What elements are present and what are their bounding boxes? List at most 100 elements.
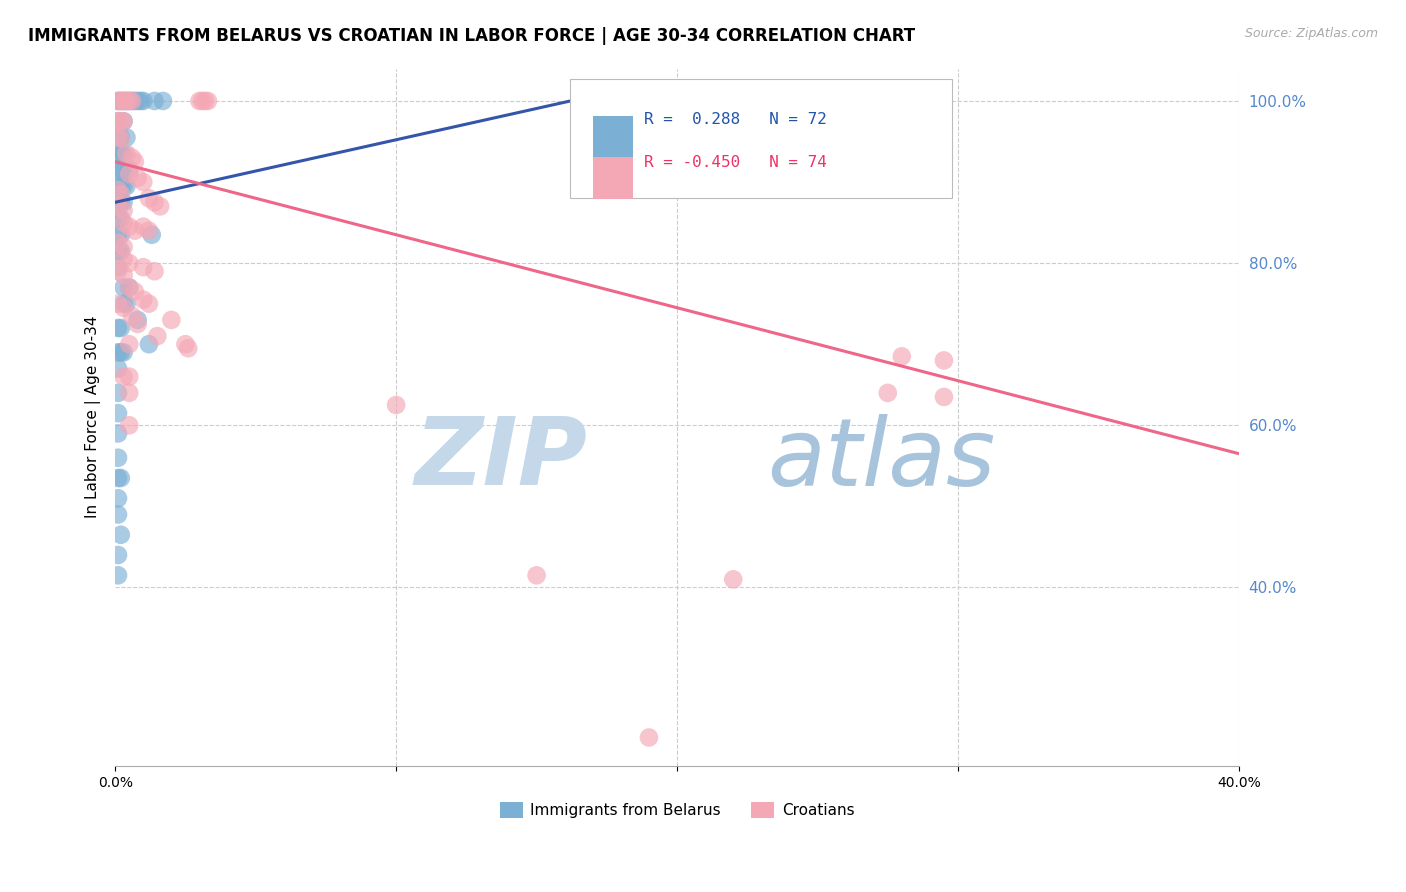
Point	[121, 151, 143, 165]
Point	[112, 114, 135, 128]
Point	[107, 227, 129, 242]
Point	[118, 385, 141, 400]
Point	[723, 573, 745, 587]
Point	[107, 130, 129, 145]
Point	[112, 179, 135, 194]
Point	[132, 175, 155, 189]
Point	[132, 219, 155, 234]
Point	[112, 280, 135, 294]
Point	[112, 240, 135, 254]
Point	[118, 418, 141, 433]
Point	[121, 94, 143, 108]
Point	[118, 94, 141, 108]
Point	[110, 227, 132, 242]
Point	[141, 227, 163, 242]
Point	[129, 94, 152, 108]
Point	[110, 94, 132, 108]
Point	[188, 94, 211, 108]
Point	[110, 130, 132, 145]
Y-axis label: In Labor Force | Age 30-34: In Labor Force | Age 30-34	[86, 316, 101, 518]
Text: ZIP: ZIP	[415, 413, 588, 505]
Point	[110, 179, 132, 194]
Point	[110, 187, 132, 202]
Point	[638, 731, 661, 745]
Point	[107, 179, 129, 194]
Point	[110, 146, 132, 161]
Point	[112, 301, 135, 315]
Point	[138, 337, 160, 351]
Point	[191, 94, 214, 108]
Point	[112, 162, 135, 177]
Point	[124, 154, 146, 169]
Point	[115, 130, 138, 145]
Point	[112, 369, 135, 384]
Point	[194, 94, 217, 108]
Point	[112, 345, 135, 359]
Point	[107, 406, 129, 420]
Point	[110, 528, 132, 542]
Point	[107, 146, 129, 161]
Point	[110, 94, 132, 108]
Point	[112, 94, 135, 108]
Point	[132, 293, 155, 307]
Text: R = -0.450   N = 74: R = -0.450 N = 74	[644, 155, 827, 169]
Point	[138, 191, 160, 205]
Point	[115, 94, 138, 108]
Point	[121, 309, 143, 323]
Point	[107, 244, 129, 258]
Legend: Immigrants from Belarus, Croatians: Immigrants from Belarus, Croatians	[494, 797, 860, 824]
FancyBboxPatch shape	[571, 79, 952, 197]
Point	[107, 321, 129, 335]
Point	[143, 264, 166, 278]
Point	[110, 321, 132, 335]
Point	[121, 94, 143, 108]
Point	[138, 296, 160, 310]
Point	[112, 114, 135, 128]
Point	[118, 219, 141, 234]
Point	[526, 568, 548, 582]
Point	[107, 361, 129, 376]
Point	[107, 183, 129, 197]
Point	[107, 235, 129, 250]
Point	[932, 353, 955, 368]
Point	[876, 385, 898, 400]
Point	[112, 268, 135, 283]
Point	[174, 337, 197, 351]
Point	[110, 114, 132, 128]
Point	[197, 94, 219, 108]
Text: R =  0.288   N = 72: R = 0.288 N = 72	[644, 112, 827, 127]
Point	[107, 568, 129, 582]
Point	[107, 130, 129, 145]
Point	[112, 296, 135, 310]
Point	[152, 94, 174, 108]
Point	[118, 167, 141, 181]
Point	[115, 179, 138, 194]
Point	[115, 296, 138, 310]
Point	[132, 260, 155, 275]
Point	[177, 341, 200, 355]
Point	[112, 216, 135, 230]
Point	[107, 195, 129, 210]
Point	[138, 224, 160, 238]
Point	[127, 171, 149, 186]
Text: IMMIGRANTS FROM BELARUS VS CROATIAN IN LABOR FORCE | AGE 30-34 CORRELATION CHART: IMMIGRANTS FROM BELARUS VS CROATIAN IN L…	[28, 27, 915, 45]
Point	[110, 211, 132, 226]
Point	[127, 317, 149, 331]
Point	[107, 94, 129, 108]
Point	[124, 94, 146, 108]
Point	[124, 224, 146, 238]
Point	[146, 329, 169, 343]
Point	[107, 114, 129, 128]
Point	[132, 94, 155, 108]
Point	[107, 450, 129, 465]
Point	[107, 426, 129, 441]
Point	[127, 94, 149, 108]
Point	[107, 508, 129, 522]
Point	[112, 146, 135, 161]
Point	[118, 256, 141, 270]
Point	[107, 471, 129, 485]
Point	[890, 350, 912, 364]
Point	[118, 280, 141, 294]
Text: Source: ZipAtlas.com: Source: ZipAtlas.com	[1244, 27, 1378, 40]
Point	[143, 195, 166, 210]
